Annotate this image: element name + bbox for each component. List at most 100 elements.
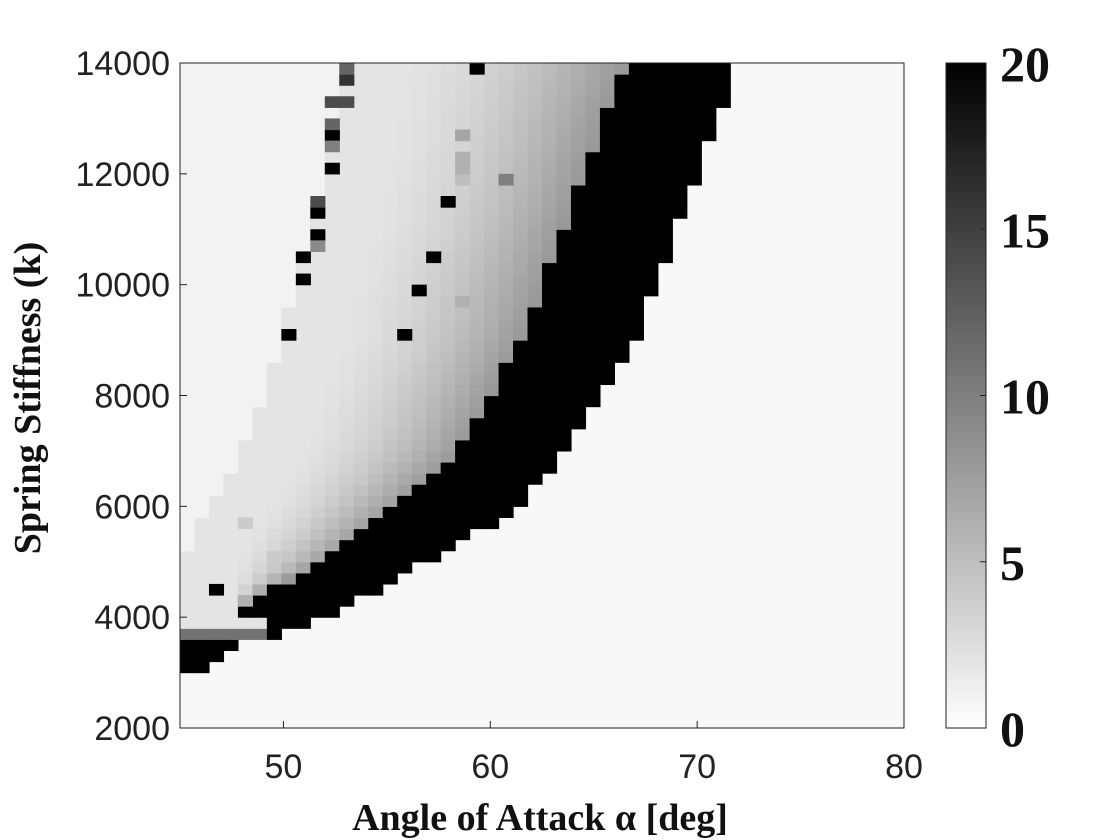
heatmap-cell [180, 218, 196, 230]
heatmap-cell [368, 207, 384, 219]
heatmap-cell [657, 218, 673, 230]
y-tick-label: 8000 [94, 378, 170, 416]
heatmap-cell [208, 450, 225, 463]
heatmap-cell [498, 129, 514, 142]
heatmap-cell [382, 317, 398, 330]
heatmap-cell [426, 118, 442, 131]
heatmap-cell [570, 129, 587, 142]
heatmap-cell [628, 229, 644, 241]
heatmap-cell [310, 173, 326, 186]
heatmap-cell [411, 439, 427, 452]
heatmap-cell [180, 129, 196, 142]
heatmap-cell [542, 462, 558, 474]
colorbar-gradient [945, 62, 987, 729]
heatmap-cell [194, 639, 210, 652]
heatmap-cell [513, 462, 529, 474]
heatmap-cell [223, 262, 239, 275]
heatmap-cell [672, 129, 688, 142]
heatmap-cell [252, 162, 268, 175]
heatmap-cell [440, 96, 456, 108]
heatmap-cell [353, 184, 369, 197]
heatmap-cell [542, 395, 558, 408]
heatmap-cell [614, 173, 630, 186]
heatmap-cell [426, 439, 442, 452]
heatmap-cell [368, 118, 384, 131]
heatmap-cell [585, 151, 601, 164]
heatmap-cell [295, 229, 311, 241]
heatmap-cell [411, 306, 427, 319]
heatmap-cell [411, 395, 427, 408]
heatmap-cell [513, 373, 529, 386]
heatmap-cell [208, 262, 225, 275]
heatmap-cell [686, 162, 702, 175]
heatmap-cell [339, 262, 355, 275]
heatmap-cell [426, 295, 442, 308]
heatmap-cell [368, 550, 384, 563]
heatmap-cell [570, 295, 587, 308]
heatmap-cell [237, 184, 253, 197]
heatmap-cell [194, 184, 210, 197]
heatmap-cell [339, 196, 355, 208]
heatmap-cell [426, 406, 442, 419]
heatmap-cell [281, 373, 297, 386]
heatmap-cell [237, 617, 253, 629]
heatmap-outlier-cell [310, 196, 326, 208]
heatmap-cell [382, 262, 398, 275]
heatmap-cell [440, 351, 456, 363]
heatmap-cell [237, 306, 253, 319]
heatmap-cell [223, 528, 239, 541]
heatmap-cell [556, 207, 572, 219]
heatmap-cell [281, 240, 297, 253]
heatmap-cell [469, 240, 485, 253]
heatmap-cell [513, 384, 529, 397]
heatmap-cell [498, 207, 514, 219]
heatmap-cell [353, 240, 369, 253]
heatmap-cell [440, 439, 456, 452]
heatmap-cell [397, 273, 413, 286]
heatmap-cell [701, 118, 717, 131]
heatmap-cell [397, 306, 413, 319]
heatmap-cell [426, 273, 442, 286]
heatmap-cell [498, 63, 514, 75]
heatmap-cell [628, 240, 644, 253]
heatmap-cell [252, 617, 268, 629]
heatmap-cell [426, 517, 442, 530]
heatmap-cell [180, 473, 196, 485]
heatmap-cell [426, 85, 442, 97]
heatmap-cell [570, 373, 587, 386]
heatmap-cell [310, 151, 326, 164]
heatmap-cell [542, 162, 558, 175]
heatmap-cell [628, 317, 644, 330]
heatmap-cell [281, 129, 297, 142]
heatmap-outlier-cell [469, 63, 485, 64]
heatmap-cell [266, 251, 282, 264]
y-tick-label: 2000 [94, 710, 170, 748]
heatmap-cell [570, 63, 587, 75]
heatmap-cell [194, 129, 210, 142]
heatmap-cell [411, 406, 427, 419]
heatmap-cell [208, 606, 225, 618]
heatmap-cell [657, 96, 673, 108]
heatmap-cell [382, 572, 398, 585]
heatmap-cell [672, 196, 688, 208]
heatmap-cell [628, 196, 644, 208]
heatmap-cell [585, 317, 601, 330]
heatmap-cell [542, 107, 558, 120]
heatmap-cell [426, 218, 442, 230]
heatmap-cell [556, 151, 572, 164]
heatmap-cell [527, 251, 543, 264]
heatmap-cell [585, 173, 601, 186]
heatmap-cell [324, 251, 340, 264]
heatmap-cell [628, 129, 644, 142]
heatmap-cell [643, 240, 659, 253]
heatmap-cell [324, 539, 340, 552]
heatmap-cell [498, 428, 514, 441]
heatmap-cell [266, 262, 282, 275]
heatmap-cell [252, 384, 268, 397]
heatmap-cell [440, 384, 456, 397]
heatmap-cell [180, 207, 196, 219]
heatmap-cell [411, 450, 427, 463]
heatmap-cell [324, 450, 340, 463]
heatmap-cell [310, 184, 326, 197]
heatmap-cell [339, 218, 355, 230]
